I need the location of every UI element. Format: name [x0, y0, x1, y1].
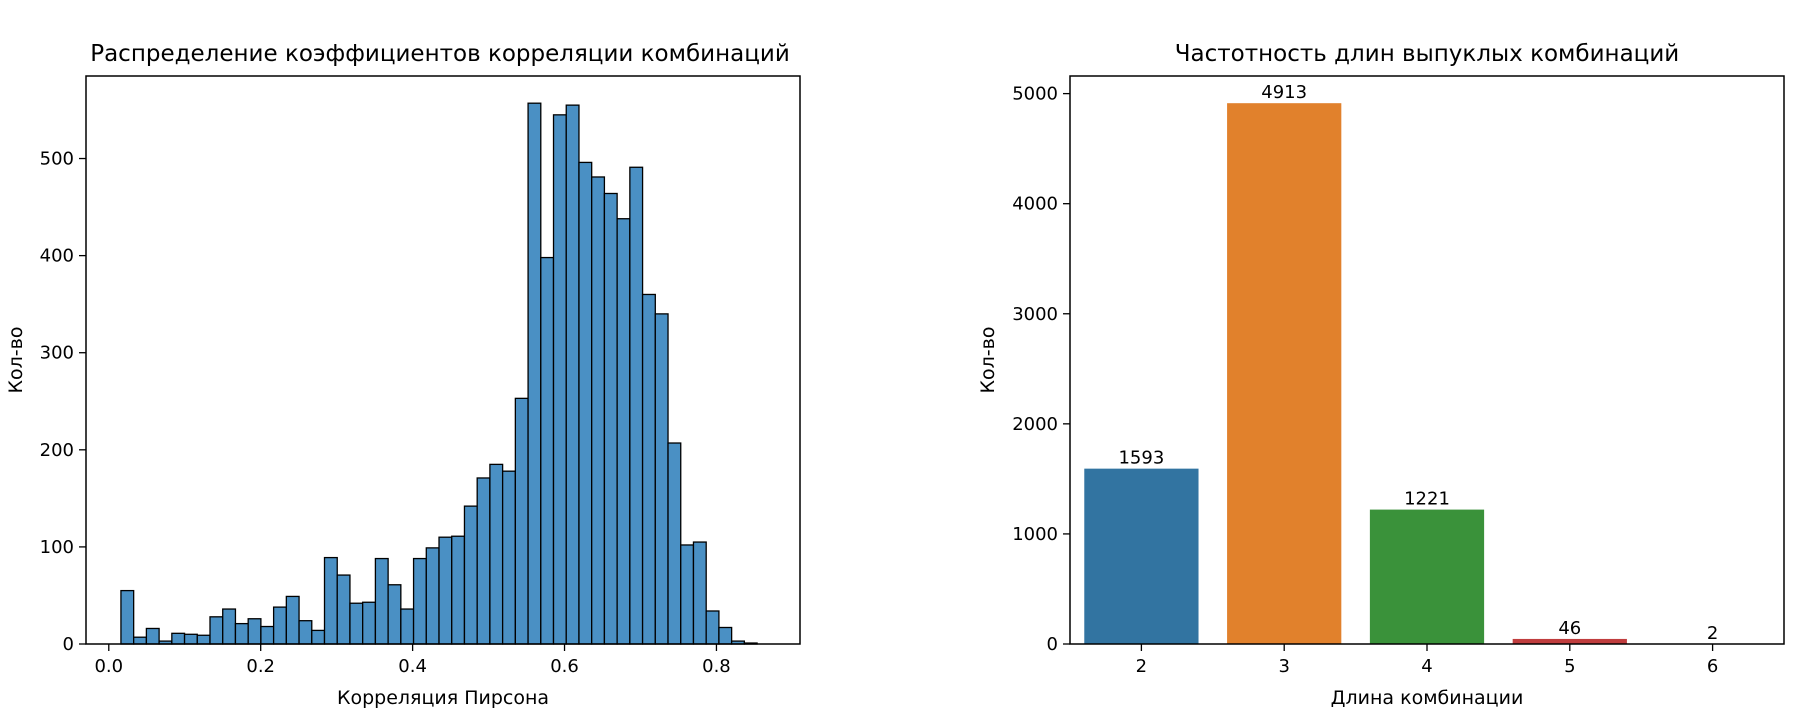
y-tick-label: 500	[40, 149, 74, 170]
y-axis-label: Кол-во	[977, 327, 999, 394]
x-tick-label: 0.4	[398, 656, 427, 677]
bar	[1227, 103, 1341, 644]
histogram-bars	[121, 103, 757, 644]
histogram-bar	[655, 314, 668, 644]
histogram-bar	[146, 628, 159, 644]
histogram-bar	[541, 258, 554, 644]
histogram-bar	[312, 630, 325, 644]
x-tick-label: 6	[1707, 656, 1718, 677]
histogram-bar	[554, 115, 567, 644]
histogram-bar	[566, 105, 579, 644]
histogram-bar	[604, 193, 617, 644]
histogram-bar	[388, 585, 401, 644]
bar	[1370, 510, 1484, 644]
histogram-chart: Распределение коэффициентов корреляции к…	[5, 41, 800, 709]
histogram-bar	[337, 575, 350, 644]
histogram-bar	[426, 548, 439, 644]
histogram-bar	[363, 602, 376, 644]
x-axis-ticks: 2 3 4 5 6	[1136, 644, 1719, 677]
data-label: 2	[1707, 623, 1718, 644]
chart-title: Частотность длин выпуклых комбинаций	[1175, 41, 1679, 67]
histogram-bar	[325, 558, 338, 644]
y-tick-label: 0	[63, 634, 74, 655]
histogram-bar	[134, 637, 147, 644]
y-tick-label: 200	[40, 440, 74, 461]
histogram-bar	[477, 478, 490, 644]
histogram-bar	[274, 607, 287, 644]
histogram-bar	[528, 103, 541, 644]
histogram-bar	[248, 619, 261, 644]
x-axis-ticks: 0.0 0.2 0.4 0.6 0.8	[94, 644, 730, 677]
x-tick-label: 0.0	[94, 656, 123, 677]
histogram-bar	[185, 634, 198, 644]
histogram-bar	[172, 633, 185, 644]
x-tick-label: 5	[1564, 656, 1575, 677]
y-tick-label: 300	[40, 343, 74, 364]
x-tick-label: 0.8	[702, 656, 731, 677]
y-tick-label: 1000	[1012, 524, 1058, 545]
histogram-bar	[668, 443, 681, 644]
histogram-bar	[490, 464, 503, 644]
y-tick-label: 5000	[1012, 84, 1058, 105]
histogram-bar	[439, 537, 452, 644]
data-label: 1221	[1404, 489, 1450, 510]
data-label: 1593	[1118, 448, 1164, 469]
bar	[1084, 469, 1198, 644]
y-tick-label: 3000	[1012, 304, 1058, 325]
y-axis-label: Кол-во	[5, 327, 27, 394]
y-tick-label: 4000	[1012, 194, 1058, 215]
histogram-bar	[286, 596, 299, 644]
histogram-bar	[401, 609, 414, 644]
histogram-bar	[414, 559, 427, 644]
data-label: 46	[1558, 618, 1581, 639]
y-tick-label: 100	[40, 537, 74, 558]
histogram-bar	[681, 545, 694, 644]
histogram-bar	[592, 177, 605, 644]
histogram-bar	[706, 611, 719, 644]
histogram-bar	[464, 506, 477, 644]
y-axis-ticks: 0 100 200 300 400 500	[40, 149, 86, 655]
histogram-bar	[223, 609, 236, 644]
x-axis-label: Длина комбинации	[1331, 687, 1524, 709]
y-tick-label: 0	[1047, 634, 1058, 655]
histogram-bar	[617, 219, 630, 644]
histogram-bar	[197, 635, 210, 644]
x-tick-label: 0.6	[550, 656, 579, 677]
histogram-bar	[515, 398, 528, 644]
chart-title: Распределение коэффициентов корреляции к…	[90, 41, 790, 67]
histogram-bar	[643, 294, 656, 644]
x-tick-label: 2	[1136, 656, 1147, 677]
histogram-bar	[121, 591, 134, 644]
bar	[1513, 639, 1627, 644]
y-tick-label: 400	[40, 246, 74, 267]
histogram-bar	[693, 542, 706, 644]
x-tick-label: 3	[1278, 656, 1289, 677]
histogram-bar	[210, 617, 223, 644]
histogram-bar	[503, 471, 516, 644]
histogram-bar	[579, 162, 592, 644]
histogram-bar	[350, 603, 363, 644]
y-axis-ticks: 0 1000 2000 3000 4000 5000	[1012, 84, 1070, 655]
histogram-bar	[719, 627, 732, 644]
histogram-bar	[630, 167, 643, 644]
bar-chart: Частотность длин выпуклых комбинаций 159…	[977, 41, 1784, 709]
histogram-bar	[235, 624, 248, 644]
x-axis-label: Корреляция Пирсона	[337, 687, 549, 709]
histogram-bar	[452, 536, 465, 644]
histogram-bar	[299, 621, 312, 644]
x-tick-label: 4	[1421, 656, 1432, 677]
histogram-bar	[375, 559, 388, 644]
histogram-bar	[261, 627, 274, 644]
data-label: 4913	[1261, 82, 1307, 103]
x-tick-label: 0.2	[246, 656, 275, 677]
bars	[1084, 103, 1769, 644]
y-tick-label: 2000	[1012, 414, 1058, 435]
